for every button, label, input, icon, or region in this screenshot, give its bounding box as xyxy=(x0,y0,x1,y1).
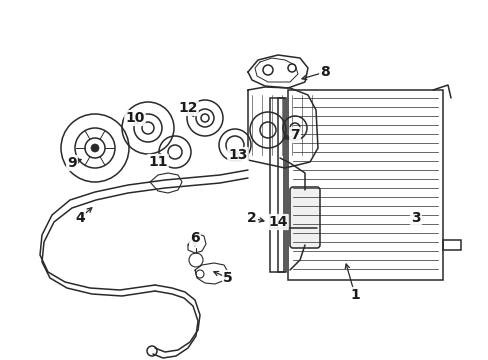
Text: 7: 7 xyxy=(289,128,299,142)
Text: 2: 2 xyxy=(246,211,256,225)
Text: 6: 6 xyxy=(190,231,200,245)
Text: 14: 14 xyxy=(268,215,287,229)
Bar xyxy=(287,90,442,280)
Text: 1: 1 xyxy=(349,288,359,302)
Text: 4: 4 xyxy=(75,211,85,225)
Bar xyxy=(269,98,285,272)
Circle shape xyxy=(91,144,99,152)
Bar xyxy=(278,98,284,272)
Bar xyxy=(442,240,460,250)
Text: 12: 12 xyxy=(178,101,197,115)
Text: 8: 8 xyxy=(320,65,329,79)
FancyBboxPatch shape xyxy=(289,187,319,248)
Text: 9: 9 xyxy=(67,156,77,170)
Text: 5: 5 xyxy=(223,271,232,285)
Text: 3: 3 xyxy=(410,211,420,225)
Text: 10: 10 xyxy=(125,111,144,125)
Text: 13: 13 xyxy=(228,148,247,162)
Text: 11: 11 xyxy=(148,155,167,169)
